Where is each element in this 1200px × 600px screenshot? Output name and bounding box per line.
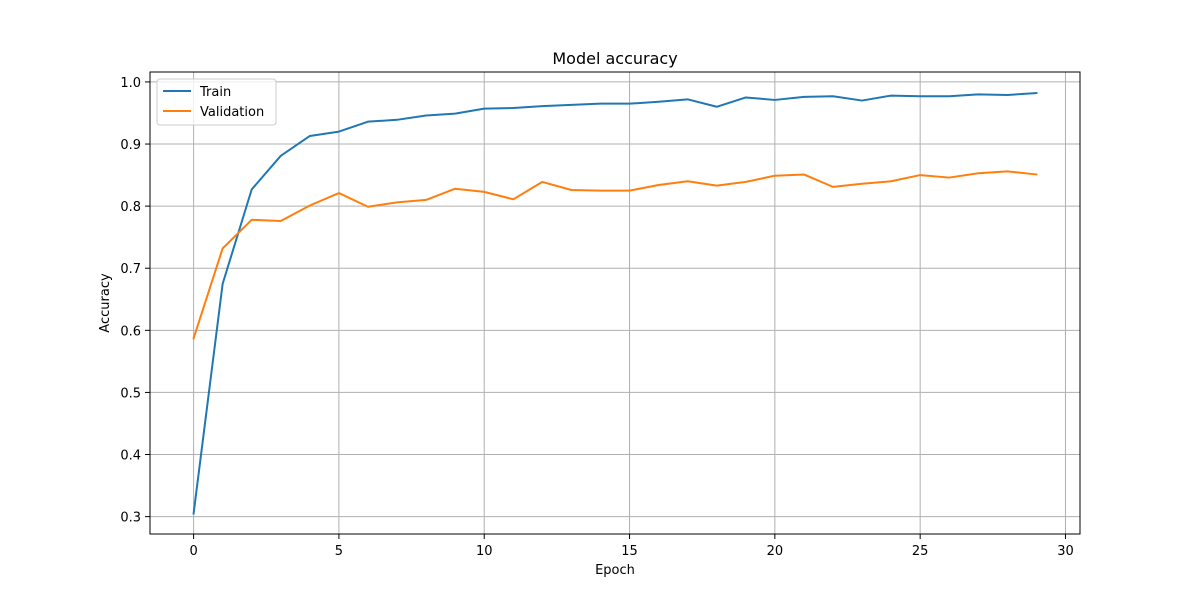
legend-label-train: Train <box>199 85 231 100</box>
legend-label-validation: Validation <box>200 105 264 120</box>
y-tick-label: 0.6 <box>120 324 141 339</box>
x-tick-label: 0 <box>189 544 197 559</box>
y-tick-label: 0.4 <box>120 449 141 464</box>
series-line-validation <box>192 170 1038 340</box>
y-tick-label: 0.5 <box>120 386 141 401</box>
y-axis-label: Accuracy <box>98 273 113 333</box>
series-line-train <box>192 92 1038 515</box>
x-tick-label: 5 <box>335 544 343 559</box>
chart-title: Model accuracy <box>552 49 677 68</box>
y-tick-label: 0.7 <box>120 262 141 277</box>
y-tick-label: 0.3 <box>120 511 141 526</box>
x-axis-label: Epoch <box>595 563 635 578</box>
plot-frame <box>149 71 1081 535</box>
y-tick-label: 0.9 <box>120 138 141 153</box>
legend: Train Validation <box>156 78 277 126</box>
x-tick-label: 25 <box>912 544 929 559</box>
y-axis-ticks: 0.3 0.4 0.5 0.6 0.7 0.8 0.9 1.0 <box>120 76 150 526</box>
grid-lines <box>150 72 1080 534</box>
x-tick-label: 15 <box>621 544 638 559</box>
series-layer <box>192 92 1038 515</box>
x-axis-ticks: 0 5 10 15 20 25 30 <box>189 534 1074 559</box>
y-tick-label: 1.0 <box>120 76 141 91</box>
x-tick-label: 20 <box>767 544 784 559</box>
x-tick-label: 10 <box>476 544 493 559</box>
x-tick-label: 30 <box>1057 544 1074 559</box>
y-tick-label: 0.8 <box>120 200 141 215</box>
